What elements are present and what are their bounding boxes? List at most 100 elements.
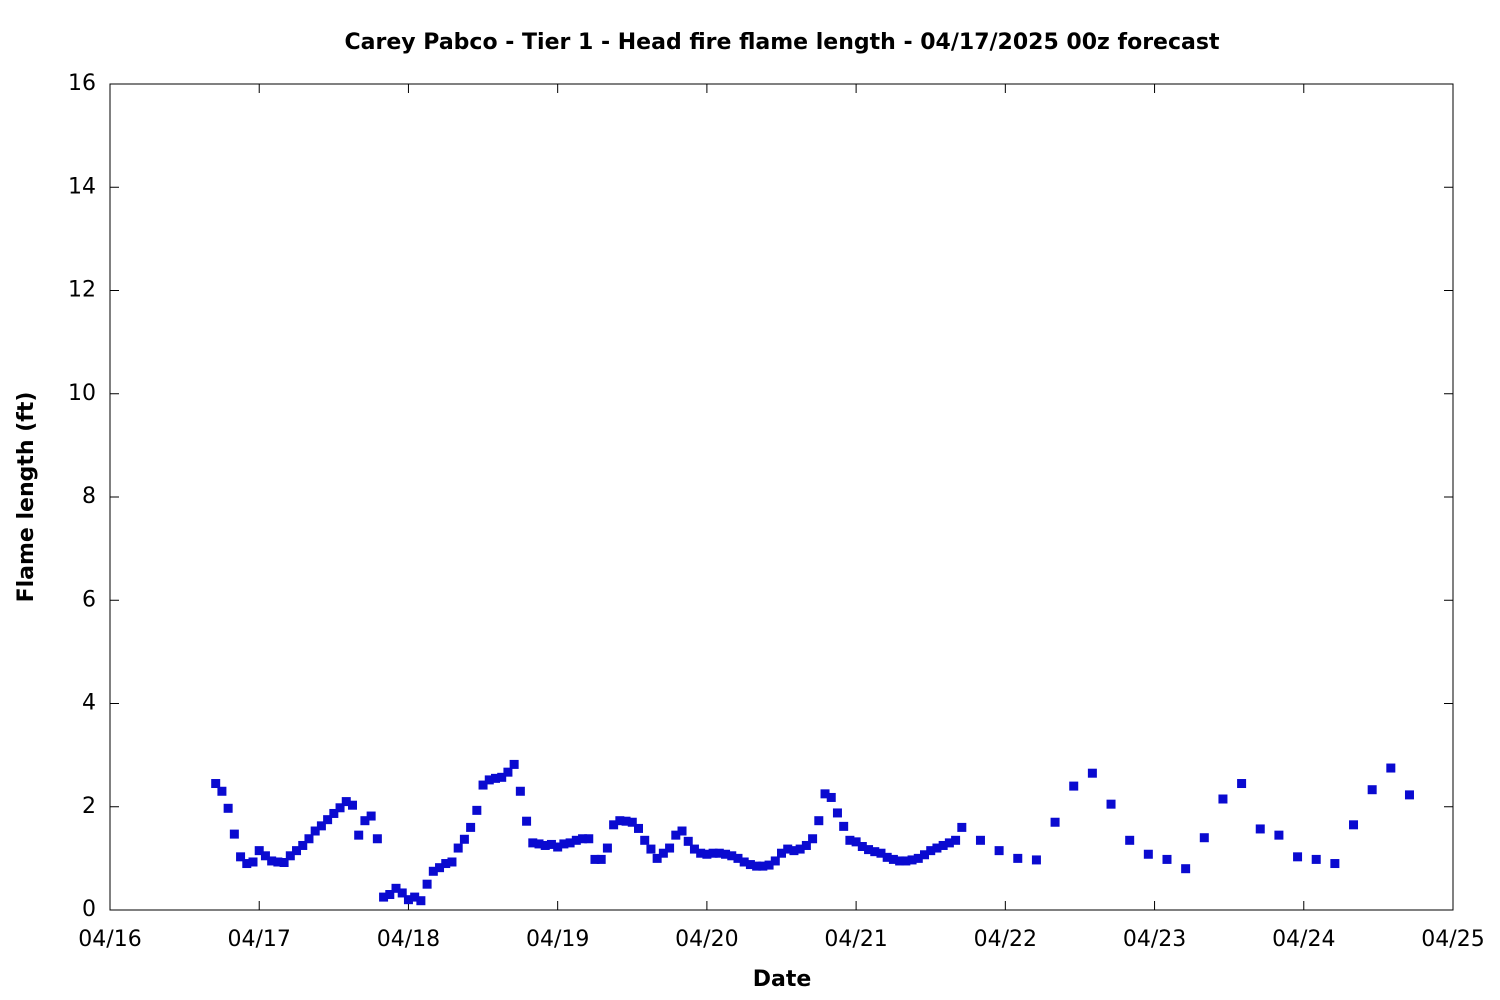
- data-point: [254, 846, 264, 856]
- data-point: [1087, 768, 1097, 778]
- data-point: [1311, 854, 1321, 864]
- data-point: [236, 852, 246, 862]
- data-point: [913, 853, 923, 863]
- data-point: [882, 852, 892, 862]
- data-point: [379, 892, 389, 902]
- x-tick-label: 04/17: [228, 927, 291, 952]
- data-point: [814, 816, 824, 826]
- data-point: [895, 856, 905, 866]
- data-point: [540, 840, 550, 850]
- x-tick-label: 04/21: [824, 927, 887, 952]
- data-point: [975, 835, 985, 845]
- data-point: [571, 835, 581, 845]
- data-point: [497, 772, 507, 782]
- data-point: [223, 803, 233, 813]
- data-point: [335, 803, 345, 813]
- data-point: [677, 826, 687, 836]
- data-point: [752, 861, 762, 871]
- data-point: [565, 838, 575, 848]
- data-point: [938, 840, 948, 850]
- data-point: [354, 830, 364, 840]
- data-point: [777, 848, 786, 858]
- data-point: [578, 834, 588, 844]
- data-point: [994, 846, 1004, 856]
- data-point: [808, 834, 818, 844]
- data-point: [758, 861, 768, 871]
- data-point: [696, 848, 706, 858]
- x-tick-label: 04/18: [377, 927, 440, 952]
- data-point: [1237, 779, 1247, 789]
- data-point: [801, 840, 811, 850]
- data-point: [832, 808, 842, 818]
- data-point: [1255, 824, 1265, 834]
- y-tick-label: 6: [82, 587, 96, 612]
- data-point: [839, 821, 849, 831]
- data-point: [665, 843, 675, 853]
- data-point: [341, 797, 351, 807]
- y-tick-label: 2: [82, 794, 96, 819]
- data-point: [857, 842, 867, 852]
- data-point: [1367, 785, 1377, 795]
- data-point: [1404, 790, 1414, 800]
- data-point: [397, 888, 407, 898]
- x-tick-label: 04/16: [78, 927, 141, 952]
- data-point: [515, 786, 525, 796]
- data-point: [546, 839, 556, 849]
- data-point: [211, 779, 221, 789]
- data-point: [273, 857, 283, 867]
- data-point: [416, 896, 426, 906]
- data-point: [534, 839, 544, 849]
- data-point: [298, 840, 308, 850]
- y-tick-label: 16: [68, 71, 96, 96]
- data-point: [1386, 763, 1396, 773]
- data-point: [466, 822, 476, 832]
- data-point: [864, 845, 874, 855]
- data-point: [503, 767, 513, 777]
- data-point: [304, 834, 314, 844]
- data-point: [795, 844, 805, 854]
- data-point: [1069, 781, 1079, 791]
- data-point: [1349, 820, 1359, 830]
- data-point: [329, 808, 339, 818]
- data-point: [242, 859, 252, 869]
- data-point: [1143, 849, 1153, 859]
- data-point: [944, 838, 954, 848]
- data-point: [764, 860, 774, 870]
- data-point: [932, 843, 942, 853]
- data-point: [621, 816, 631, 826]
- data-point: [422, 879, 432, 889]
- data-point: [590, 854, 600, 864]
- data-point: [671, 830, 681, 840]
- data-point: [1330, 859, 1340, 869]
- data-point: [584, 834, 594, 844]
- data-point: [441, 859, 451, 869]
- data-point: [888, 854, 898, 864]
- y-tick-label: 8: [82, 484, 96, 509]
- data-point: [385, 890, 395, 900]
- data-point: [229, 829, 239, 839]
- data-point: [310, 826, 320, 836]
- data-point: [907, 855, 917, 865]
- x-tick-label: 04/24: [1272, 927, 1335, 952]
- data-point: [845, 835, 855, 845]
- x-tick-label: 04/25: [1421, 927, 1484, 952]
- data-point: [714, 848, 724, 858]
- y-tick-label: 4: [82, 691, 96, 716]
- data-point: [783, 844, 793, 854]
- data-point: [391, 883, 401, 893]
- data-point: [453, 843, 463, 853]
- data-point: [602, 843, 612, 853]
- data-point: [683, 836, 693, 846]
- data-point: [652, 853, 662, 863]
- data-point: [1199, 833, 1209, 843]
- data-point: [366, 811, 376, 821]
- data-point: [851, 837, 861, 847]
- data-point: [702, 849, 712, 859]
- data-point: [1050, 817, 1060, 827]
- data-point: [347, 800, 357, 810]
- data-point: [279, 858, 289, 868]
- data-point: [285, 851, 295, 861]
- y-tick-label: 10: [68, 381, 96, 406]
